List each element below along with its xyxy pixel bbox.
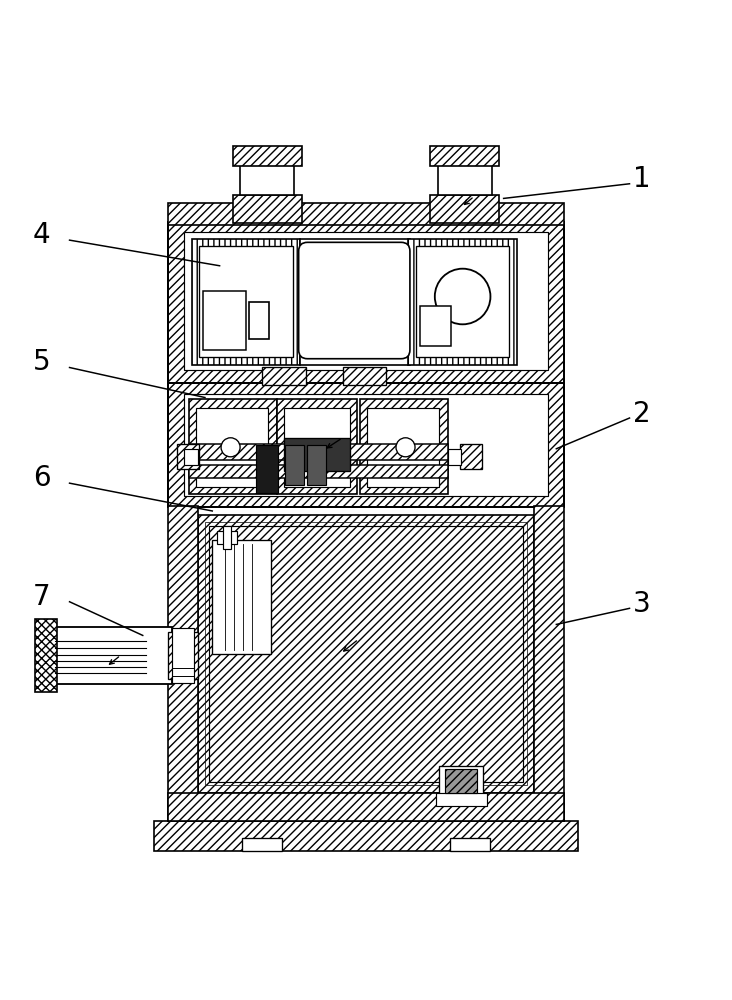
Bar [154, 821, 578, 851]
Bar [168, 222, 564, 383]
Bar [198, 515, 534, 793]
Bar [168, 203, 564, 225]
Bar [460, 444, 482, 469]
Bar [212, 540, 271, 654]
Bar [300, 239, 410, 365]
Bar [285, 445, 304, 485]
Bar [242, 838, 282, 851]
Bar [249, 302, 269, 339]
Bar [233, 146, 302, 166]
Bar [307, 445, 326, 485]
Bar [205, 522, 527, 785]
Text: 2: 2 [633, 400, 651, 428]
Bar [217, 531, 237, 544]
Bar [172, 628, 194, 683]
Circle shape [396, 438, 415, 457]
Bar [48, 627, 172, 684]
Bar [223, 526, 231, 549]
Text: 5: 5 [33, 348, 51, 376]
Text: 3: 3 [633, 590, 651, 618]
Bar [367, 408, 439, 487]
Bar [184, 232, 548, 370]
Bar [420, 306, 451, 346]
Bar [445, 769, 477, 793]
Bar [277, 399, 357, 494]
Bar [168, 793, 564, 821]
Bar [184, 394, 548, 496]
FancyBboxPatch shape [299, 242, 410, 359]
Bar [233, 195, 302, 223]
Bar [192, 239, 300, 365]
Bar [189, 465, 448, 478]
Bar [209, 526, 523, 782]
Bar [262, 367, 306, 385]
Bar [35, 619, 57, 692]
Bar [168, 799, 564, 821]
Circle shape [221, 438, 240, 457]
Bar [177, 444, 199, 469]
Text: 7: 7 [33, 583, 51, 611]
Bar [438, 165, 492, 195]
Bar [168, 632, 198, 679]
Bar [199, 246, 293, 357]
Bar [343, 367, 386, 385]
Bar [360, 399, 448, 494]
Bar [284, 438, 350, 471]
Bar [430, 195, 499, 223]
Bar [203, 291, 246, 350]
Text: 1: 1 [633, 165, 651, 193]
Bar [534, 506, 564, 821]
Bar [430, 146, 499, 166]
Bar [168, 383, 564, 507]
Bar [256, 445, 278, 493]
Bar [408, 239, 517, 365]
Circle shape [435, 269, 490, 324]
Text: 4: 4 [33, 221, 51, 249]
Bar [284, 408, 350, 487]
Bar [189, 444, 448, 460]
Bar [439, 766, 483, 799]
Text: 6: 6 [33, 464, 51, 492]
Bar [184, 449, 198, 465]
Bar [416, 246, 509, 357]
Bar [189, 399, 277, 494]
Bar [240, 165, 294, 195]
Bar [196, 408, 268, 487]
Bar [168, 506, 198, 821]
Bar [436, 793, 487, 806]
Bar [448, 449, 461, 465]
Bar [450, 838, 490, 851]
